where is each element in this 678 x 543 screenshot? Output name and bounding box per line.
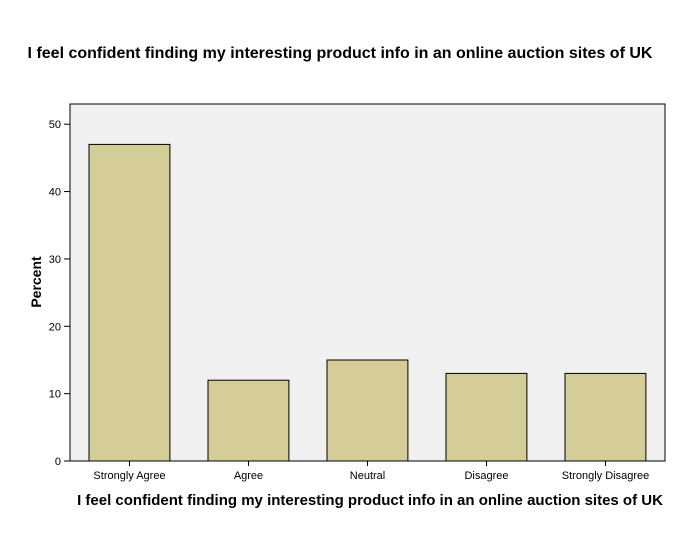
bar-strongly-disagree bbox=[564, 372, 647, 462]
y-tick-label: 10 bbox=[49, 389, 61, 401]
y-axis-title: Percent bbox=[28, 256, 44, 308]
bar-strongly-agree bbox=[88, 143, 171, 462]
x-axis-title: I feel confident finding my interesting … bbox=[77, 492, 663, 509]
y-tick-label: 0 bbox=[55, 456, 61, 468]
y-axis-ticks: 0 10 20 30 40 50 bbox=[49, 119, 70, 468]
bar-agree bbox=[207, 379, 290, 462]
y-tick-label: 40 bbox=[49, 187, 61, 199]
x-axis-ticks: Strongly Agree Agree Neutral Disagree Strong… bbox=[93, 461, 649, 482]
chart-title: I feel confident finding my interesting … bbox=[27, 45, 653, 62]
bars-group bbox=[88, 143, 647, 462]
y-tick-label: 30 bbox=[49, 254, 61, 266]
y-tick-label: 50 bbox=[49, 119, 61, 131]
x-tick-label: Strongly Agree bbox=[93, 470, 165, 482]
bar-disagree bbox=[445, 372, 528, 462]
x-tick-label: Disagree bbox=[464, 470, 508, 482]
x-tick-label: Strongly Disagree bbox=[562, 470, 649, 482]
x-tick-label: Neutral bbox=[350, 470, 385, 482]
bar-neutral bbox=[326, 359, 409, 462]
y-tick-label: 20 bbox=[49, 321, 61, 333]
x-tick-label: Agree bbox=[234, 470, 263, 482]
